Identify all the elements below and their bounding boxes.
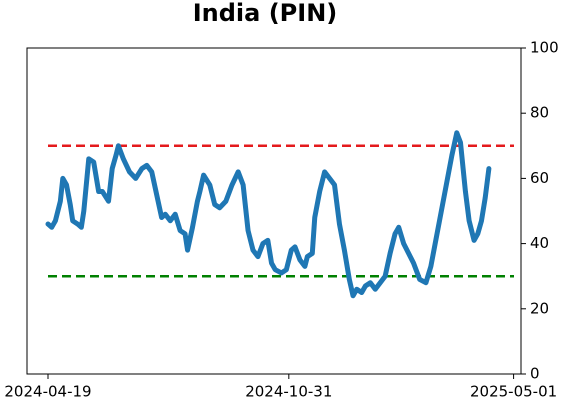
y-tick-label: 20 — [530, 299, 549, 317]
y-tick-label: 60 — [530, 169, 549, 187]
y-tick-label: 0 — [530, 365, 540, 383]
y-tick-label: 80 — [530, 104, 549, 122]
x-tick-label: 2024-10-31 — [245, 383, 332, 401]
plot-frame — [26, 47, 522, 375]
data-line — [45, 130, 492, 299]
x-tick-label: 2024-04-19 — [4, 383, 91, 401]
y-tick-label: 40 — [530, 234, 549, 252]
x-tick-label: 2025-05-01 — [470, 383, 557, 401]
y-tick-label: 100 — [530, 39, 559, 57]
chart-title: India (PIN) — [193, 0, 338, 27]
